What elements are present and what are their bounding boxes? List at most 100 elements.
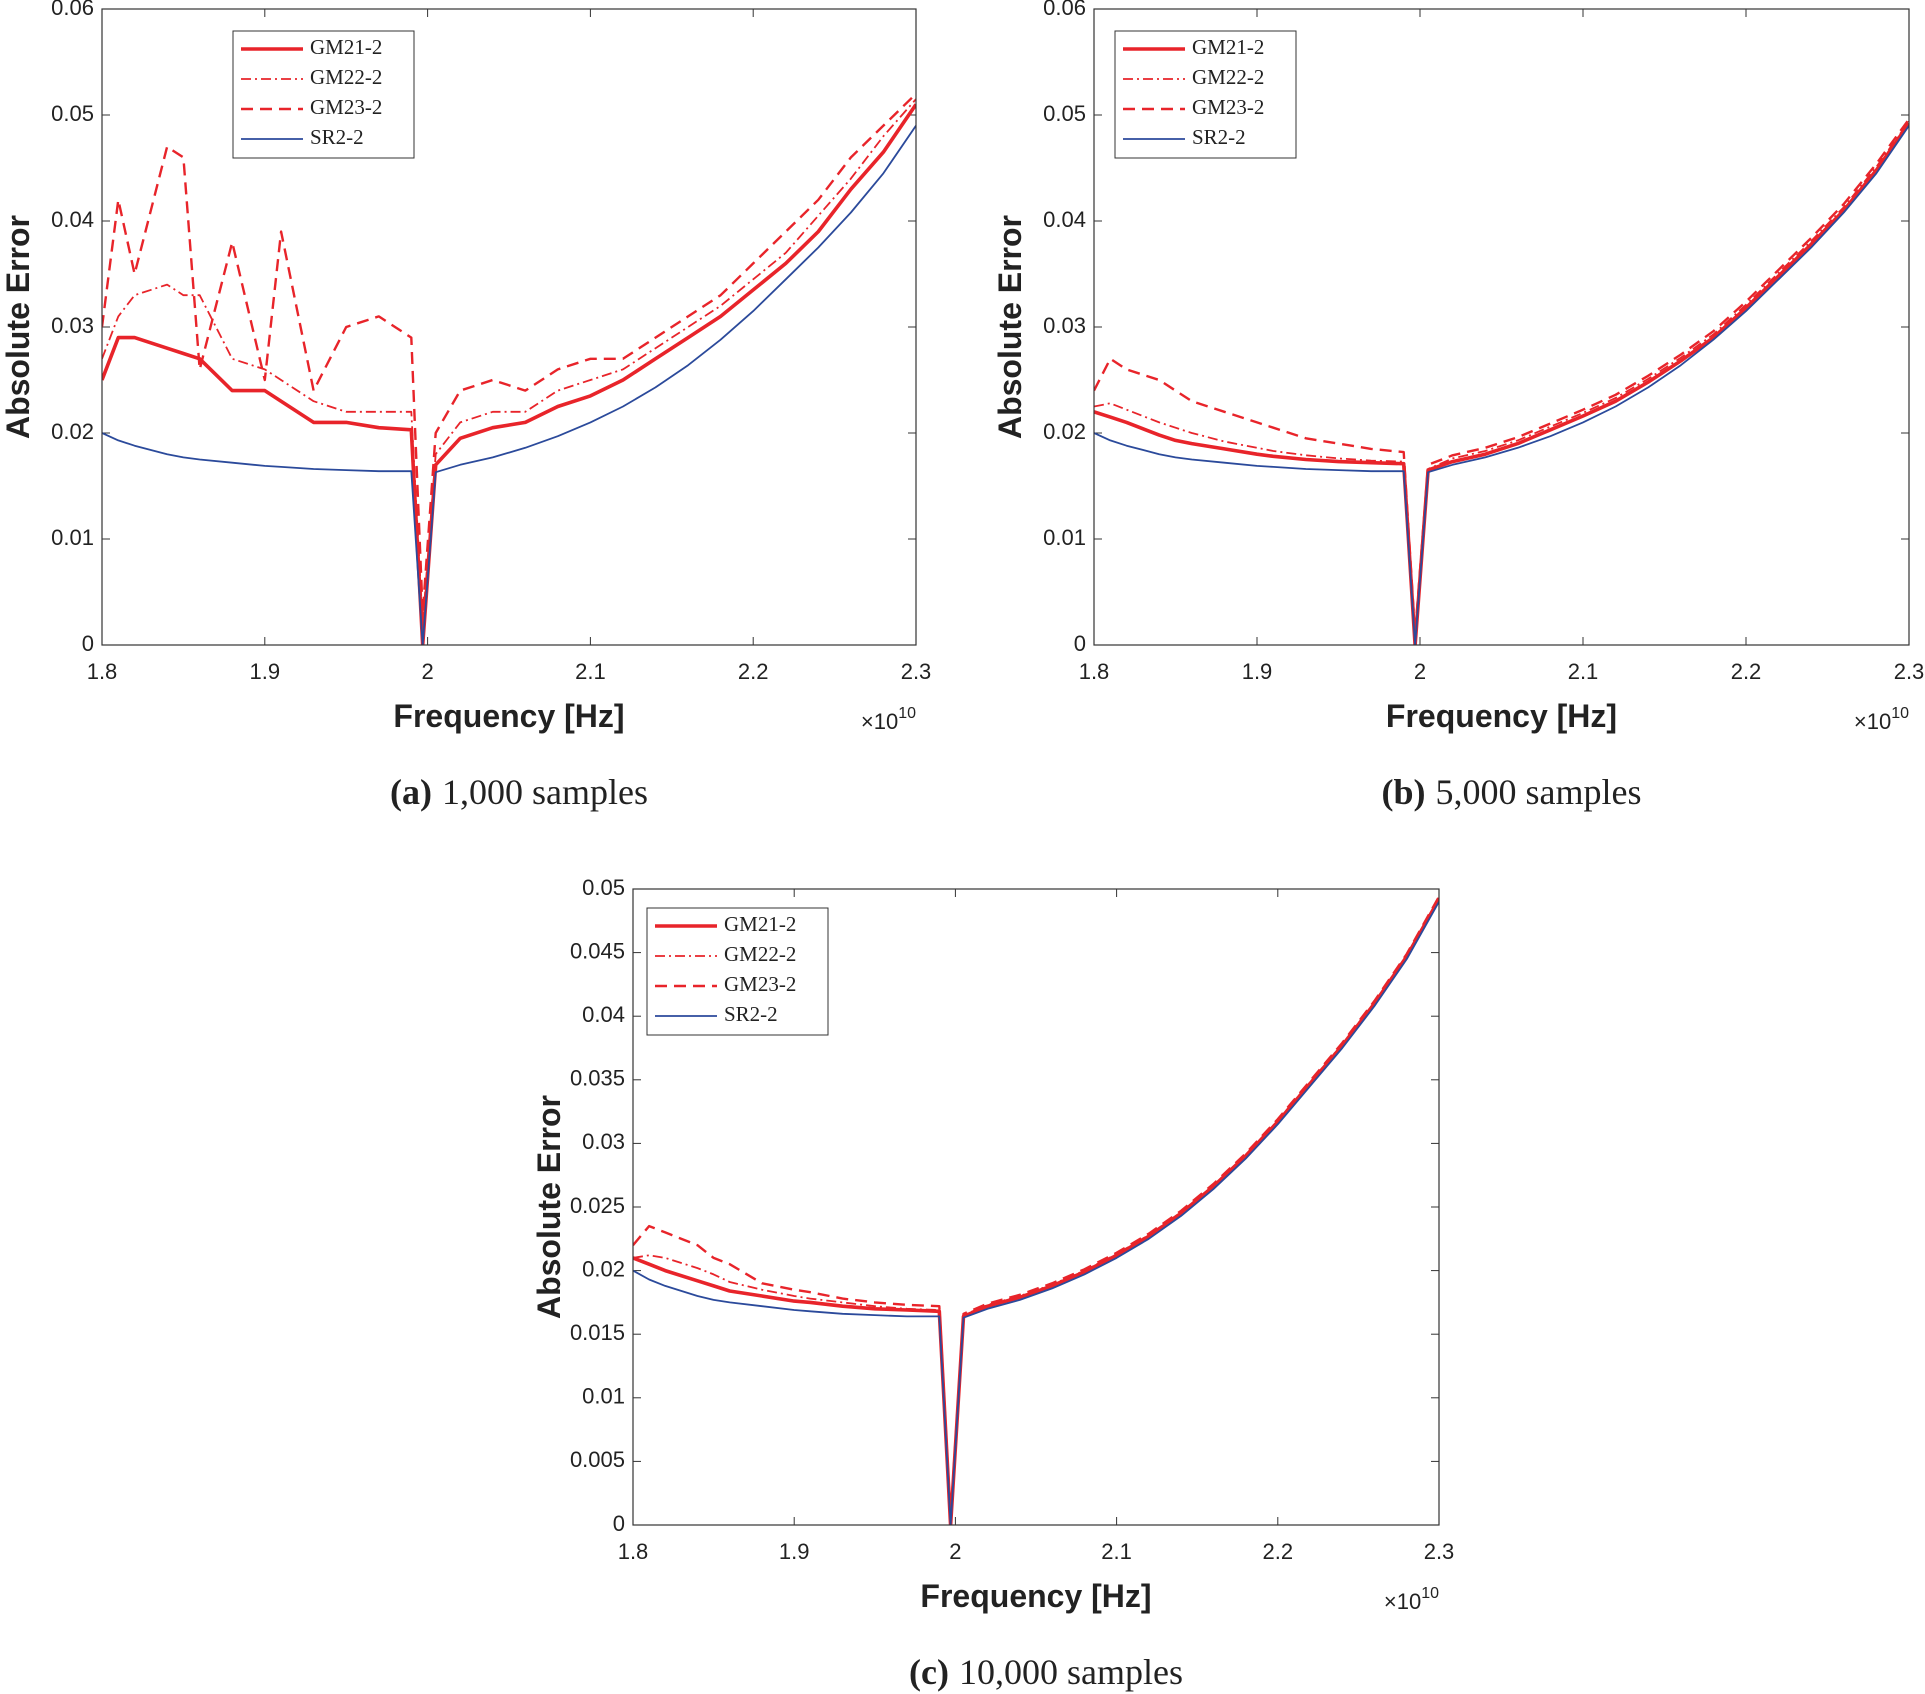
legend-box [1114, 30, 1297, 159]
legend-box [232, 30, 415, 159]
x-tick-label: 2.1 [1568, 659, 1599, 684]
series-line [102, 98, 916, 625]
x-multiplier-exp: 10 [1421, 1585, 1439, 1602]
x-tick-label: 2.1 [1101, 1539, 1132, 1564]
series-line [102, 125, 916, 645]
x-tick-label: 1.9 [250, 659, 281, 684]
y-tick-label: 0.03 [51, 313, 94, 338]
legend-label: GM23-2 [724, 972, 796, 996]
y-tick-label: 0.05 [1043, 101, 1086, 126]
y-tick-label: 0.02 [1043, 419, 1086, 444]
y-tick-label: 0.05 [51, 101, 94, 126]
x-multiplier-base: ×10 [1854, 709, 1891, 734]
caption-text: 1,000 samples [442, 772, 648, 812]
series-line [633, 896, 1439, 1520]
y-tick-label: 0.02 [51, 419, 94, 444]
x-multiplier-exp: 10 [898, 705, 916, 722]
y-tick-label: 0.005 [570, 1447, 625, 1472]
y-tick-label: 0.03 [1043, 313, 1086, 338]
x-tick-label: 1.9 [779, 1539, 810, 1564]
x-axis-label: Frequency [Hz] [920, 1578, 1151, 1614]
legend-label: GM21-2 [724, 912, 796, 936]
caption-label: (b) [1382, 772, 1426, 812]
y-tick-label: 0.025 [570, 1193, 625, 1218]
x-tick-label: 1.9 [1242, 659, 1273, 684]
plot-frame [1093, 8, 1910, 646]
legend-label: GM22-2 [724, 942, 796, 966]
y-axis-label: Absolute Error [0, 215, 36, 439]
y-tick-label: 0.035 [570, 1066, 625, 1091]
x-multiplier-base: ×10 [861, 709, 898, 734]
series-line [102, 103, 916, 645]
legend-label: SR2-2 [310, 125, 364, 149]
y-tick-label: 0.01 [51, 525, 94, 550]
x-tick-label: 2.2 [1263, 1539, 1294, 1564]
x-multiplier: ×1010 [861, 705, 916, 734]
legend-label: SR2-2 [1192, 125, 1246, 149]
y-axis-label: Absolute Error [531, 1095, 567, 1319]
x-tick-label: 2.2 [738, 659, 769, 684]
series-line [633, 901, 1439, 1525]
legend-box [646, 907, 829, 1036]
y-tick-label: 0.045 [570, 938, 625, 963]
series-line [1094, 120, 1909, 641]
y-tick-label: 0.04 [51, 207, 94, 232]
caption: (c) 10,000 samples [909, 1652, 1183, 1692]
x-axis-label: Frequency [Hz] [1386, 698, 1617, 734]
subplot: 0 0.01 0.02 0.03 0.04 0.05 0.06 1.8 1.9 2 2.1 2.2 2.… [0, 0, 931, 812]
legend-label: GM23-2 [310, 95, 382, 119]
x-tick-label: 2.2 [1731, 659, 1762, 684]
x-tick-label: 2.3 [1424, 1539, 1455, 1564]
legend-label: GM22-2 [310, 65, 382, 89]
y-tick-label: 0 [82, 631, 94, 656]
y-tick-label: 0.06 [1043, 0, 1086, 20]
y-tick-label: 0.03 [582, 1129, 625, 1154]
legend-label: GM21-2 [310, 35, 382, 59]
x-tick-label: 2.3 [1894, 659, 1925, 684]
x-tick-label: 2.3 [901, 659, 932, 684]
caption: (a) 1,000 samples [390, 772, 648, 812]
x-multiplier: ×1010 [1854, 705, 1909, 734]
y-tick-label: 0 [1074, 631, 1086, 656]
caption-text: 5,000 samples [1436, 772, 1642, 812]
x-tick-label: 2 [421, 659, 433, 684]
plot-frame [101, 8, 917, 646]
legend-label: GM23-2 [1192, 95, 1264, 119]
y-tick-label: 0.04 [582, 1002, 625, 1027]
y-tick-label: 0.01 [1043, 525, 1086, 550]
legend-label: SR2-2 [724, 1002, 778, 1026]
x-axis-label: Frequency [Hz] [393, 698, 624, 734]
x-tick-label: 1.8 [618, 1539, 649, 1564]
caption-label: (c) [909, 1652, 949, 1692]
legend-label: GM21-2 [1192, 35, 1264, 59]
y-tick-label: 0.01 [582, 1384, 625, 1409]
x-tick-label: 1.8 [87, 659, 118, 684]
subplot: 0 0.005 0.01 0.015 0.02 0.025 0.03 0.035 0.04 0.0… [531, 875, 1454, 1692]
caption-label: (a) [390, 772, 432, 812]
y-tick-label: 0.04 [1043, 207, 1086, 232]
y-tick-label: 0.06 [51, 0, 94, 20]
series-line [1094, 118, 1909, 636]
caption-text: 10,000 samples [959, 1652, 1183, 1692]
x-tick-label: 2 [949, 1539, 961, 1564]
series-line [102, 92, 916, 615]
caption: (b) 5,000 samples [1382, 772, 1642, 812]
legend-label: GM22-2 [1192, 65, 1264, 89]
x-multiplier-exp: 10 [1891, 705, 1909, 722]
y-tick-label: 0.02 [582, 1256, 625, 1281]
x-multiplier: ×1010 [1384, 1585, 1439, 1614]
y-tick-label: 0.015 [570, 1320, 625, 1345]
subplot: 0 0.01 0.02 0.03 0.04 0.05 0.06 1.8 1.9 2 2.1 2.2 2.… [992, 0, 1924, 812]
x-tick-label: 2.1 [575, 659, 606, 684]
series-line [1094, 125, 1909, 645]
x-multiplier-base: ×10 [1384, 1589, 1421, 1614]
y-tick-label: 0 [613, 1511, 625, 1536]
y-tick-label: 0.05 [582, 875, 625, 900]
x-tick-label: 2 [1414, 659, 1426, 684]
plot-frame [632, 888, 1440, 1526]
series-line [1094, 122, 1909, 645]
y-axis-label: Absolute Error [992, 215, 1028, 439]
x-tick-label: 1.8 [1079, 659, 1110, 684]
